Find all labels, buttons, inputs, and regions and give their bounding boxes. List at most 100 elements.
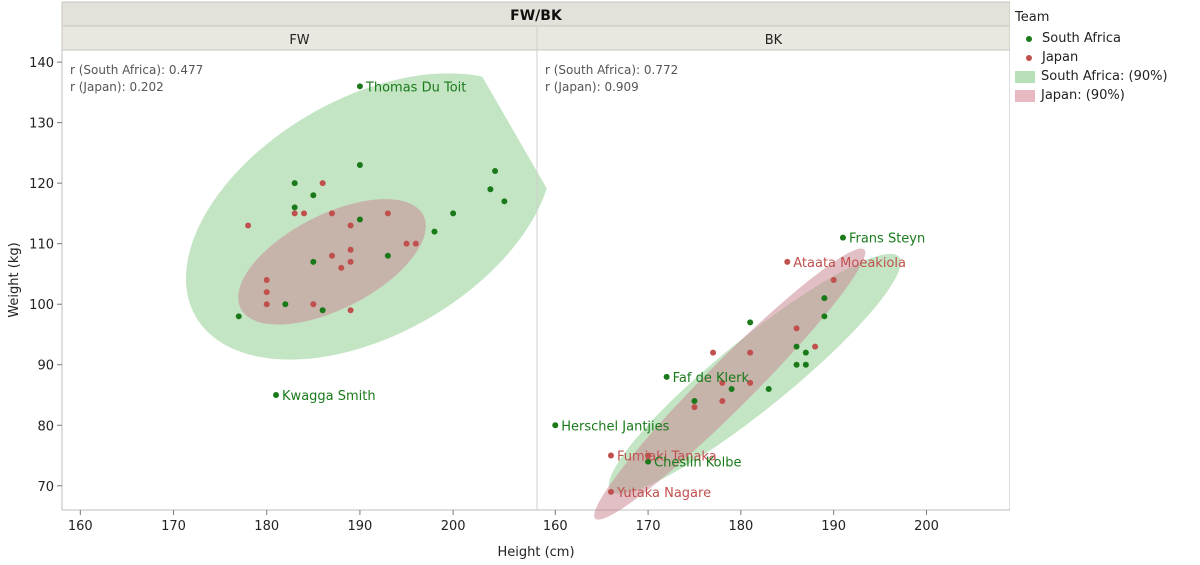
point-south-africa xyxy=(310,258,317,265)
point-south-africa xyxy=(802,361,809,368)
legend-item-japan[interactable]: Japan xyxy=(1015,48,1195,67)
y-tick-label: 130 xyxy=(29,117,54,132)
point-south-africa xyxy=(356,162,363,168)
legend-label: Japan: (90%) xyxy=(1041,88,1125,103)
legend-label: Japan xyxy=(1042,50,1079,65)
point-japan xyxy=(719,379,726,386)
legend-item-south-africa[interactable]: South Africa xyxy=(1015,29,1195,48)
japan-ellipse-swatch xyxy=(1015,89,1035,102)
y-tick-label: 120 xyxy=(29,177,54,192)
point-japan xyxy=(645,452,652,459)
point-japan xyxy=(830,277,837,283)
point-japan xyxy=(710,349,717,356)
point-label: Herschel Jantjies xyxy=(561,419,669,434)
panel-title-bk: BK xyxy=(765,33,783,48)
point-south-africa xyxy=(839,234,846,241)
point-label: Frans Steyn xyxy=(849,232,925,247)
x-tick-label: 160 xyxy=(543,519,568,534)
point-south-africa xyxy=(747,319,754,326)
y-tick-label: 110 xyxy=(29,238,54,253)
point-south-africa xyxy=(319,307,326,314)
point-label: Thomas Du Toit xyxy=(365,80,466,95)
point-south-africa xyxy=(487,186,494,193)
point-japan xyxy=(384,210,391,217)
ellipse-japan-bk xyxy=(594,248,866,520)
point-south-africa xyxy=(552,422,559,429)
point-japan xyxy=(263,289,270,296)
x-tick-label: 200 xyxy=(441,519,466,534)
point-south-africa xyxy=(384,252,391,259)
point-japan xyxy=(263,277,270,283)
y-tick-label: 140 xyxy=(29,56,54,71)
point-south-africa xyxy=(356,216,363,223)
point-japan xyxy=(607,452,614,459)
panel-title-fw: FW xyxy=(289,33,309,48)
panel-header-fw xyxy=(61,25,538,51)
japan-point-swatch xyxy=(1026,54,1032,61)
x-tick-label: 180 xyxy=(254,519,279,534)
x-axis-title: Height (cm) xyxy=(497,545,574,560)
point-japan xyxy=(328,210,335,217)
legend-label: South Africa xyxy=(1042,31,1121,46)
point-south-africa xyxy=(291,204,298,211)
y-tick-label: 100 xyxy=(29,298,54,313)
point-south-africa xyxy=(821,295,828,302)
point-japan xyxy=(747,349,754,356)
point-japan xyxy=(812,343,819,350)
point-japan xyxy=(291,210,298,217)
point-label: Cheslin Kolbe xyxy=(654,456,741,471)
point-south-africa xyxy=(450,210,457,217)
point-south-africa xyxy=(492,168,499,175)
legend-item-south-africa-ellipse[interactable]: South Africa: (90%) xyxy=(1015,67,1195,86)
point-japan xyxy=(347,246,354,253)
point-label: Fumiaki Tanaka xyxy=(617,450,717,465)
y-tick-label: 90 xyxy=(37,359,54,374)
point-south-africa xyxy=(356,83,363,90)
legend: Team South Africa Japan South Africa: (9… xyxy=(1015,10,1195,105)
point-japan xyxy=(347,222,354,229)
x-tick-label: 170 xyxy=(161,519,186,534)
point-south-africa xyxy=(663,373,670,380)
point-japan xyxy=(263,301,270,308)
ellipse-japan-fw xyxy=(238,199,426,325)
point-japan xyxy=(412,240,419,247)
point-japan xyxy=(719,398,726,405)
point-south-africa xyxy=(310,192,317,199)
x-tick-label: 190 xyxy=(348,519,373,534)
point-japan xyxy=(747,379,754,386)
point-south-africa xyxy=(728,385,735,392)
x-tick-label: 200 xyxy=(914,519,939,534)
point-label: Ataata Moeakiola xyxy=(793,256,906,271)
point-japan xyxy=(347,258,354,265)
correlation-text: r (Japan): 0.202 xyxy=(70,80,164,94)
legend-item-japan-ellipse[interactable]: Japan: (90%) xyxy=(1015,86,1195,105)
point-japan xyxy=(301,210,307,217)
point-south-africa xyxy=(235,313,242,320)
south-africa-point-swatch xyxy=(1026,35,1032,42)
point-south-africa xyxy=(793,361,800,368)
y-tick-label: 70 xyxy=(37,480,54,495)
x-tick-label: 170 xyxy=(636,519,661,534)
x-tick-label: 180 xyxy=(728,519,753,534)
point-japan xyxy=(338,264,345,271)
point-japan xyxy=(347,307,354,314)
point-japan xyxy=(403,240,410,247)
point-japan xyxy=(607,488,614,495)
x-tick-label: 190 xyxy=(821,519,846,534)
correlation-text: r (Japan): 0.909 xyxy=(545,80,639,94)
point-south-africa xyxy=(273,392,280,398)
point-japan xyxy=(793,325,800,332)
y-tick-label: 80 xyxy=(37,419,54,434)
point-south-africa xyxy=(645,458,652,465)
point-south-africa xyxy=(821,313,828,320)
correlation-text: r (South Africa): 0.477 xyxy=(70,63,203,77)
x-tick-label: 160 xyxy=(68,519,93,534)
point-label: Yutaka Nagare xyxy=(616,486,711,501)
point-south-africa xyxy=(501,198,508,205)
point-south-africa xyxy=(282,301,289,308)
point-japan xyxy=(245,222,252,229)
legend-title: Team xyxy=(1015,10,1050,25)
point-japan xyxy=(328,252,335,259)
point-japan xyxy=(319,180,326,187)
point-south-africa xyxy=(691,398,698,405)
